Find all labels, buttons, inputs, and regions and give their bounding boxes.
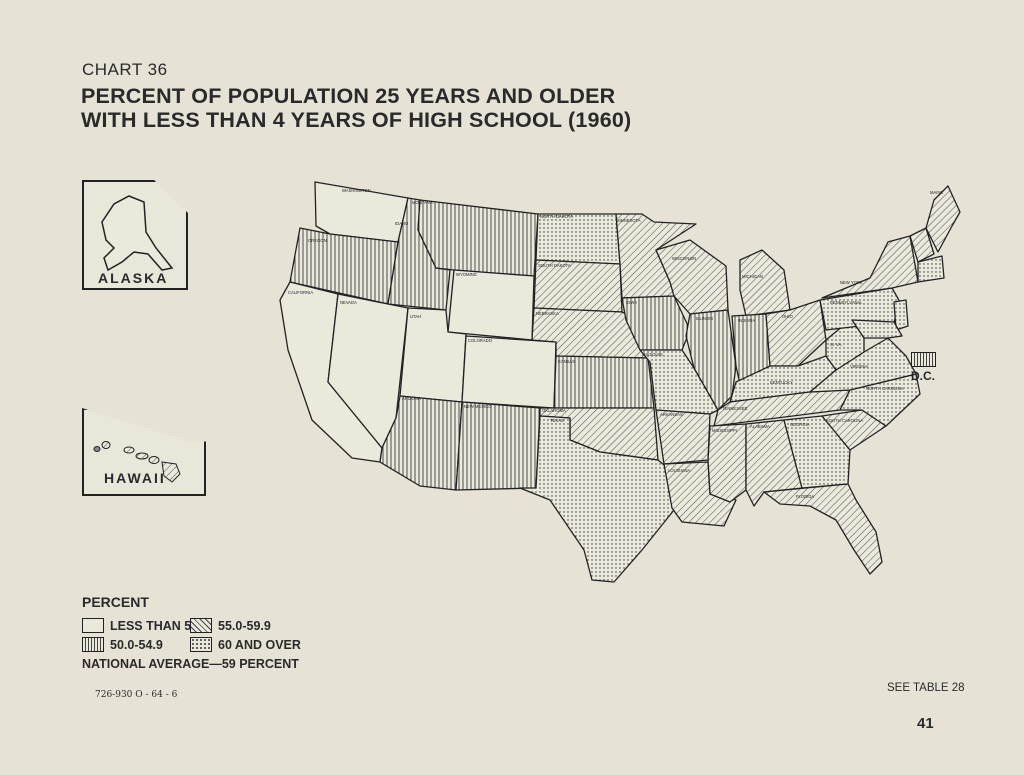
label-tennessee: TENNESSEE xyxy=(722,406,748,411)
label-illinois: ILLINOIS xyxy=(696,316,713,321)
hawaii-inset: HAWAII xyxy=(82,408,206,496)
label-texas: TEXAS xyxy=(550,418,564,423)
label-georgia: GEORGIA xyxy=(790,422,810,427)
label-south-dakota: SOUTH DAKOTA xyxy=(538,263,571,268)
legend-label: LESS THAN 50 xyxy=(110,618,199,633)
state-vermont-nh xyxy=(909,227,935,263)
label-kentucky: KENTUCKY xyxy=(770,380,793,385)
legend-label: 55.0-59.9 xyxy=(218,618,271,633)
label-louisiana: LOUISIANA xyxy=(668,468,691,473)
swatch-blank xyxy=(82,618,104,633)
label-indiana: INDIANA xyxy=(738,318,755,323)
state-texas xyxy=(519,415,675,583)
label-north-carolina: NORTH CAROLINA xyxy=(866,386,904,391)
label-maine: MAINE xyxy=(930,190,943,195)
label-nebraska: NEBRASKA xyxy=(536,311,559,316)
label-oregon: OREGON xyxy=(308,238,327,243)
state-wyoming xyxy=(447,269,535,341)
state-mississippi xyxy=(707,423,747,503)
label-west-virginia: W. VA. xyxy=(830,342,843,347)
swatch-diagonal xyxy=(190,618,212,633)
alaska-shape xyxy=(101,195,174,272)
label-pennsylvania: PENNSYLVANIA xyxy=(830,300,862,305)
us-states-map: WASHINGTON OREGON CALIFORNIA NEVADA IDAH… xyxy=(279,181,961,583)
state-arkansas xyxy=(655,409,711,465)
label-mississippi: MISSISSIPPI xyxy=(712,428,737,433)
state-new-mexico xyxy=(455,401,541,491)
title-line-1: PERCENT OF POPULATION 25 YEARS AND OLDER xyxy=(81,84,616,108)
state-colorado xyxy=(461,335,557,409)
see-table-note: SEE TABLE 28 xyxy=(887,682,965,694)
label-idaho: IDAHO xyxy=(395,221,409,226)
label-new-york: NEW YORK xyxy=(840,280,863,285)
label-north-dakota: NORTH DAKOTA xyxy=(540,214,573,219)
label-florida: FLORIDA xyxy=(796,494,814,499)
label-ohio: OHIO xyxy=(782,314,793,319)
dc-swatch xyxy=(911,352,936,367)
legend-label: 50.0-54.9 xyxy=(110,637,163,652)
dc-label: D.C. xyxy=(911,369,935,383)
state-maine xyxy=(925,185,961,253)
label-alabama: ALABAMA xyxy=(750,424,770,429)
legend-item-55-59: 55.0-59.9 xyxy=(190,618,271,633)
label-kansas: KANSAS xyxy=(558,359,575,364)
label-missouri: MISSOURI xyxy=(642,352,663,357)
label-wyoming: WYOMING xyxy=(456,272,477,277)
label-michigan: MICHIGAN xyxy=(742,274,763,279)
hawaii-islands xyxy=(93,441,181,483)
swatch-dotted xyxy=(190,637,212,652)
chart-title: PERCENT OF POPULATION 25 YEARS AND OLDER… xyxy=(81,84,631,132)
label-wisconsin: WISCONSIN xyxy=(672,256,696,261)
label-nevada: NEVADA xyxy=(340,300,357,305)
label-utah: UTAH xyxy=(410,314,421,319)
state-new-england-south xyxy=(917,255,945,283)
state-florida xyxy=(763,483,883,575)
print-code: 726-930 O - 64 - 6 xyxy=(95,690,178,700)
label-virginia: VIRGINIA xyxy=(850,364,869,369)
chart-number: CHART 36 xyxy=(82,60,168,79)
legend-label: 60 AND OVER xyxy=(218,637,301,652)
state-montana xyxy=(417,199,539,277)
alaska-inset: ALASKA xyxy=(82,180,188,290)
state-maryland-delaware xyxy=(851,319,903,339)
hawaii-label: HAWAII xyxy=(104,470,166,486)
state-new-jersey xyxy=(893,299,909,331)
state-georgia xyxy=(783,415,851,489)
legend-item-50-54: 50.0-54.9 xyxy=(82,637,163,652)
national-average: NATIONAL AVERAGE—59 PERCENT xyxy=(82,657,299,671)
label-arizona: ARIZONA xyxy=(402,396,421,401)
state-missouri xyxy=(639,349,719,415)
label-south-carolina: SOUTH CAROLINA xyxy=(826,418,863,423)
label-washington: WASHINGTON xyxy=(342,188,371,193)
alaska-label: ALASKA xyxy=(98,270,169,286)
label-montana: MONTANA xyxy=(412,200,433,205)
label-new-mexico: NEW MEXICO xyxy=(464,404,492,409)
legend-item-less-than-50: LESS THAN 50 xyxy=(82,618,198,633)
label-oklahoma: OKLAHOMA xyxy=(542,408,566,413)
state-michigan xyxy=(739,249,791,317)
state-north-dakota xyxy=(535,213,621,265)
label-iowa: IOWA xyxy=(626,300,637,305)
title-line-2: WITH LESS THAN 4 YEARS OF HIGH SCHOOL (1… xyxy=(81,108,632,132)
legend-item-60-over: 60 AND OVER xyxy=(190,637,301,652)
state-illinois xyxy=(685,309,737,411)
legend-title: PERCENT xyxy=(82,594,149,610)
swatch-vertical xyxy=(82,637,104,652)
label-california: CALIFORNIA xyxy=(288,290,313,295)
page-number: 41 xyxy=(917,715,934,732)
state-new-york xyxy=(821,235,919,299)
label-colorado: COLORADO xyxy=(468,338,493,343)
label-minnesota: MINNESOTA xyxy=(616,218,641,223)
label-arkansas: ARKANSAS xyxy=(660,412,683,417)
